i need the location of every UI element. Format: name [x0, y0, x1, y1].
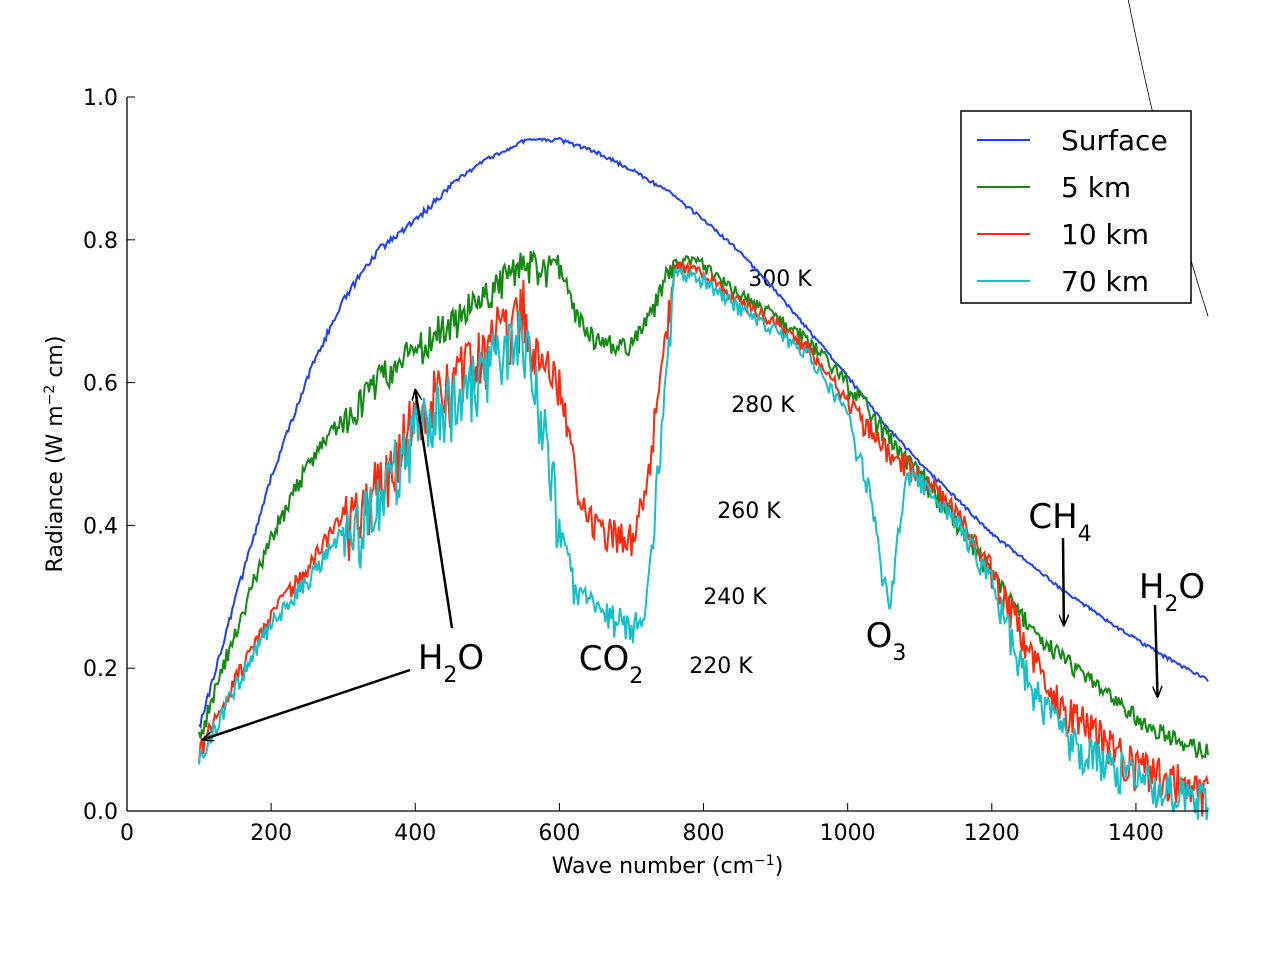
legend-box	[960, 110, 1192, 304]
x-tick-label: 1200	[964, 821, 1020, 846]
x-axis-label-exponent: −1	[754, 853, 775, 869]
blackbody-label-240: 240 K	[703, 585, 767, 610]
blackbody-label-280: 280 K	[731, 393, 795, 418]
species-label-subscript: 2	[629, 664, 643, 689]
species-label-subscript: 4	[1078, 522, 1092, 547]
species-label: H2O	[1139, 567, 1205, 617]
y-tick-label: 0.2	[83, 657, 118, 682]
y-tick-label: 0.0	[83, 800, 118, 825]
series-lines	[198, 136, 1209, 821]
blackbody-label-260: 260 K	[717, 499, 781, 524]
annotation-arrow	[1155, 604, 1158, 697]
species-label-subscript: 3	[892, 641, 906, 666]
series-line-1	[198, 249, 1209, 760]
series-line-3	[198, 266, 1209, 821]
x-tick-label: 0	[120, 821, 134, 846]
legend-label-1: 5 km	[1061, 171, 1131, 204]
x-tick-label: 1400	[1108, 821, 1164, 846]
legend-label-3: 70 km	[1061, 265, 1149, 298]
species-label-rest: O	[457, 638, 484, 678]
species-label-subscript: 2	[1164, 592, 1178, 617]
x-axis-label: Wave number (cm−1)	[552, 853, 784, 879]
annotation-arrow	[1063, 537, 1064, 625]
species-label: H2O	[418, 638, 484, 688]
legend-label-0: Surface	[1061, 124, 1168, 157]
species-label-subscript: 2	[443, 663, 457, 688]
y-axis-label: Radiance (W m−2 cm)	[42, 336, 68, 573]
legend: Surface 5 km 10 km 70 km	[960, 110, 1192, 304]
series-line-0	[198, 136, 1209, 730]
blackbody-label-220: 220 K	[689, 654, 753, 679]
x-tick-label: 800	[683, 821, 725, 846]
species-label: CH4	[1028, 497, 1091, 547]
annotation-arrow	[203, 668, 411, 740]
species-label: O3	[866, 616, 907, 666]
y-tick-label: 0.8	[83, 229, 118, 254]
y-tick-label: 0.6	[83, 372, 118, 397]
x-tick-label: 200	[250, 821, 292, 846]
x-tick-label: 600	[538, 821, 580, 846]
axes: 0 200 400 600 800 1000 1200 1400 0.0 0.2 0.4 0.6 0.8…	[42, 86, 1208, 879]
y-axis-label-exponent: −2	[42, 385, 58, 406]
x-tick-label: 1000	[820, 821, 876, 846]
legend-label-2: 10 km	[1061, 218, 1149, 251]
y-tick-label: 1.0	[83, 86, 118, 111]
species-label: CO2	[579, 639, 644, 689]
species-label-rest: O	[1178, 567, 1205, 607]
annotation-arrow	[415, 390, 454, 629]
x-tick-label: 400	[394, 821, 436, 846]
y-tick-label: 0.4	[83, 514, 118, 539]
